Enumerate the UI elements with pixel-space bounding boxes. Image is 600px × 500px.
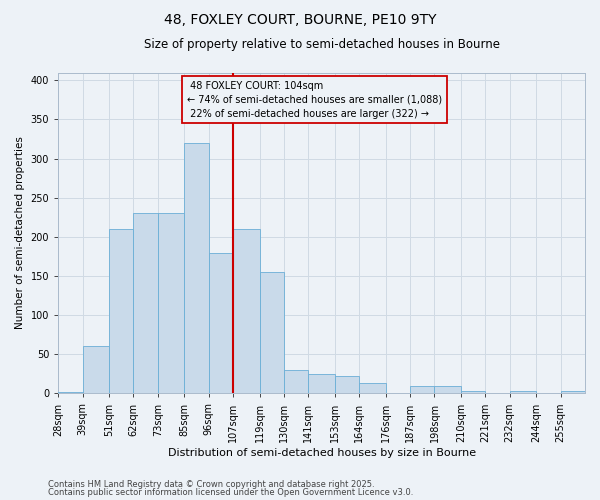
Bar [434, 386, 461, 394]
Title: Size of property relative to semi-detached houses in Bourne: Size of property relative to semi-detach… [143, 38, 500, 51]
Bar [109, 229, 133, 394]
Bar [560, 391, 585, 394]
Bar [233, 229, 260, 394]
Bar [133, 214, 158, 394]
Bar [58, 392, 83, 394]
Bar [335, 376, 359, 394]
Bar [184, 143, 209, 394]
Y-axis label: Number of semi-detached properties: Number of semi-detached properties [15, 136, 25, 330]
Bar [83, 346, 109, 394]
Bar [209, 252, 233, 394]
Bar [410, 386, 434, 394]
Bar [284, 370, 308, 394]
X-axis label: Distribution of semi-detached houses by size in Bourne: Distribution of semi-detached houses by … [167, 448, 476, 458]
Bar [260, 272, 284, 394]
Bar [510, 391, 536, 394]
Text: 48, FOXLEY COURT, BOURNE, PE10 9TY: 48, FOXLEY COURT, BOURNE, PE10 9TY [164, 12, 436, 26]
Text: Contains public sector information licensed under the Open Government Licence v3: Contains public sector information licen… [48, 488, 413, 497]
Bar [359, 383, 386, 394]
Bar [461, 391, 485, 394]
Text: Contains HM Land Registry data © Crown copyright and database right 2025.: Contains HM Land Registry data © Crown c… [48, 480, 374, 489]
Text: 48 FOXLEY COURT: 104sqm
← 74% of semi-detached houses are smaller (1,088)
 22% o: 48 FOXLEY COURT: 104sqm ← 74% of semi-de… [187, 80, 442, 118]
Bar [308, 374, 335, 394]
Bar [158, 214, 184, 394]
